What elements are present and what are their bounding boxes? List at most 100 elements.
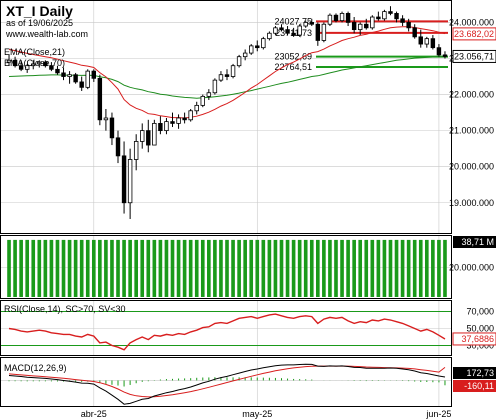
volume-bar xyxy=(225,239,229,297)
price-tag-box xyxy=(452,27,496,41)
candle-up xyxy=(382,11,387,20)
price-tick-label: 22.000.000 xyxy=(449,90,494,100)
volume-tag-box xyxy=(453,236,496,248)
candle-down xyxy=(400,18,405,23)
volume-bar xyxy=(364,239,369,297)
volume-bar xyxy=(176,239,181,297)
rsi-tick-label: 50,000 xyxy=(466,324,494,334)
rsi-tick-label: 30,000 xyxy=(466,341,494,351)
volume-bar xyxy=(207,239,211,297)
candle-up xyxy=(297,25,302,36)
volume-bar xyxy=(146,239,151,297)
volume-bar xyxy=(309,239,314,297)
candle-down xyxy=(49,65,54,70)
volume-bar xyxy=(104,239,108,297)
candle-up xyxy=(85,70,90,88)
candle-up xyxy=(31,63,36,67)
volume-bar xyxy=(255,239,260,297)
candle-up xyxy=(176,117,181,124)
rsi-tag-label: 37,6886 xyxy=(461,334,494,344)
candle-up xyxy=(152,123,157,146)
volume-tick-label: 20.000.000 xyxy=(449,263,494,273)
volume-bar xyxy=(231,239,235,297)
macd-tag-label: 172,73 xyxy=(466,368,494,378)
candle-up xyxy=(249,45,254,54)
price-tag-label: 23.682,02 xyxy=(454,29,494,39)
rsi-tag-box xyxy=(452,332,496,346)
candle-up xyxy=(273,27,278,34)
volume-bar xyxy=(443,239,447,297)
candle-down xyxy=(55,68,60,74)
volume-bar xyxy=(261,239,266,297)
volume-bar xyxy=(85,239,90,297)
candle-up xyxy=(370,16,375,29)
candle-down xyxy=(97,77,103,121)
ema70-line xyxy=(8,55,446,99)
price-tag-label: 23.056,71 xyxy=(454,51,494,61)
volume-layer xyxy=(7,239,447,297)
volume-bar xyxy=(13,239,17,297)
volume-bar xyxy=(200,239,205,297)
signal-tag-box xyxy=(453,380,496,392)
candle-down xyxy=(79,81,84,88)
rsi-tick-label: 70,000 xyxy=(466,307,494,317)
volume-bar xyxy=(267,239,272,297)
candle-down xyxy=(430,38,436,49)
volume-bar xyxy=(358,239,363,297)
candle-down xyxy=(73,74,78,83)
volume-bar xyxy=(316,239,320,297)
volume-bar xyxy=(437,239,441,297)
candle-up xyxy=(188,110,193,121)
candle-down xyxy=(91,70,97,79)
volume-bar xyxy=(334,239,338,297)
ema21-line xyxy=(8,26,446,119)
x-tick-label: may-25 xyxy=(242,409,272,419)
ema21-label: EMA(Close,21) xyxy=(4,47,65,57)
volume-bar xyxy=(98,239,102,297)
x-tick-label: jun-25 xyxy=(425,409,451,419)
candle-up xyxy=(127,159,133,204)
candle-down xyxy=(412,27,417,38)
volume-bar xyxy=(43,239,48,297)
volume-bar xyxy=(431,239,435,297)
volume-bar xyxy=(291,239,296,297)
candle-down xyxy=(315,23,321,41)
volume-bar xyxy=(7,239,11,297)
volume-bar xyxy=(37,239,42,297)
volume-bar xyxy=(370,239,375,297)
candle-down xyxy=(224,74,230,77)
candle-down xyxy=(18,65,24,70)
volume-bar xyxy=(382,239,387,297)
volume-bar xyxy=(67,239,72,297)
candle-up xyxy=(327,14,333,25)
volume-bar xyxy=(346,239,350,297)
macd-pane xyxy=(0,357,452,407)
volume-bar xyxy=(297,239,302,297)
candle-down xyxy=(442,54,448,57)
volume-bar xyxy=(273,239,278,297)
candle-up xyxy=(267,32,272,40)
candle-down xyxy=(351,22,357,31)
macd-title: MACD(12,26,9) xyxy=(4,363,67,373)
volume-bar xyxy=(79,239,84,297)
volume-bar xyxy=(19,239,23,297)
volume-bar xyxy=(285,239,290,297)
volume-bar xyxy=(340,239,344,297)
volume-bar xyxy=(140,239,145,297)
candle-down xyxy=(364,23,369,29)
volume-bar xyxy=(213,239,217,297)
price-tick-label: 20.000.000 xyxy=(449,162,494,172)
level-label: 23052,69 xyxy=(274,52,312,62)
level-label: 24027,75 xyxy=(274,16,312,26)
candle-down xyxy=(345,13,351,23)
ema70-label: EMA(Close,70) xyxy=(4,58,65,68)
price-tick-label: 19.000.000 xyxy=(449,198,494,208)
macd-tag-box xyxy=(453,367,496,379)
chart-title: XT_I Daily xyxy=(6,3,73,19)
candle-down xyxy=(285,29,290,34)
rsi-line xyxy=(8,313,446,351)
volume-bar xyxy=(55,239,60,297)
candle-up xyxy=(194,104,199,112)
volume-bar xyxy=(418,239,423,297)
